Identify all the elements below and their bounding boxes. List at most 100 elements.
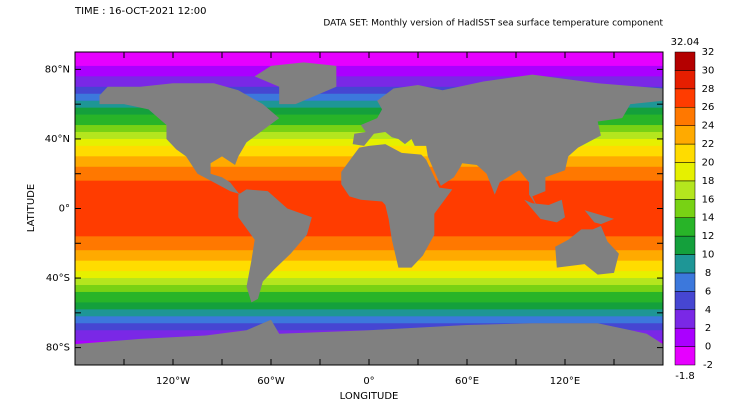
sst-band <box>75 257 663 262</box>
y-tick-label: 40°S <box>46 273 70 284</box>
colorbar-label: 28 <box>702 84 715 95</box>
sst-band <box>75 114 663 119</box>
colorbar-swatch <box>674 162 696 182</box>
colorbar-label: 18 <box>702 176 715 187</box>
sst-band <box>75 76 663 81</box>
sst-band <box>75 83 663 88</box>
colorbar-swatch <box>674 88 696 108</box>
sst-band <box>75 65 663 70</box>
sst-band <box>75 86 663 91</box>
sst-band <box>75 107 663 112</box>
sst-band <box>75 319 663 324</box>
landmass <box>75 319 663 365</box>
x-axis-label: LONGITUDE <box>340 391 399 402</box>
x-tick-label: 120°E <box>550 376 580 387</box>
sst-band <box>75 205 663 209</box>
colorbar-label: 8 <box>705 268 711 279</box>
x-tick-label: 60°W <box>257 376 285 387</box>
y-tick-label: 80°N <box>45 64 70 75</box>
colorbar-swatch <box>674 217 696 237</box>
colorbar-swatch <box>674 309 696 329</box>
sst-band <box>75 90 663 95</box>
sst-band <box>75 246 663 251</box>
landmass <box>524 199 565 223</box>
sst-band <box>75 58 663 63</box>
colorbar-max: 32.04 <box>671 37 700 48</box>
time-label: TIME : 16-OCT-2021 12:00 <box>74 6 206 17</box>
sst-band <box>75 271 663 276</box>
y-tick-label: 80°S <box>46 343 70 354</box>
colorbar-label: 32 <box>702 47 715 58</box>
sst-band <box>75 229 663 234</box>
sst-band <box>75 97 663 102</box>
sst-band <box>75 208 663 213</box>
sst-band <box>75 278 663 283</box>
sst-band <box>75 305 663 310</box>
sst-band <box>75 288 663 293</box>
landmass <box>584 210 614 225</box>
sst-band <box>75 239 663 244</box>
colorbar-swatch <box>674 125 696 145</box>
landmass <box>254 62 337 105</box>
colorbar-swatch <box>674 346 696 366</box>
colorbar-swatch <box>674 235 696 255</box>
sst-band <box>75 316 663 321</box>
sst-band <box>75 298 663 303</box>
colorbar-swatch <box>674 254 696 274</box>
colorbar-label: 26 <box>702 102 715 113</box>
colorbar-label: 12 <box>702 231 715 242</box>
colorbar-swatch <box>674 106 696 126</box>
colorbar-swatch <box>674 291 696 311</box>
colorbar-swatch <box>674 70 696 90</box>
sst-band <box>75 323 663 328</box>
colorbar-swatch <box>674 272 696 292</box>
y-tick-label: 40°N <box>45 134 70 145</box>
landmass <box>238 189 312 303</box>
sst-band <box>75 250 663 255</box>
sst-band <box>75 302 663 307</box>
x-tick-label: 120°W <box>156 376 190 387</box>
sst-band <box>75 285 663 289</box>
landmass <box>555 225 619 275</box>
sst-band <box>75 225 663 230</box>
sst-band <box>75 267 663 272</box>
dataset-label: DATA SET: Monthly version of HadISST sea… <box>323 19 663 29</box>
sst-band <box>75 142 663 147</box>
sst-band <box>75 79 663 84</box>
colorbar-label: 2 <box>705 323 711 334</box>
colorbar-swatch <box>674 51 696 71</box>
landmass <box>352 74 663 207</box>
colorbar-swatch <box>674 143 696 163</box>
sst-band <box>75 260 663 265</box>
sst-band <box>75 69 663 74</box>
colorbar-label: 10 <box>702 250 715 261</box>
sst-band <box>75 243 663 248</box>
sst-band <box>75 104 663 109</box>
sst-band <box>75 274 663 279</box>
sst-band <box>75 326 663 331</box>
colorbar-swatch <box>674 327 696 347</box>
colorbar-label: 22 <box>702 139 715 150</box>
sst-band <box>75 100 663 105</box>
colorbar-label: 0 <box>705 342 711 353</box>
colorbar-swatch <box>674 180 696 200</box>
colorbar-label: 6 <box>705 286 711 297</box>
colorbar-label: 30 <box>702 65 715 76</box>
sst-band <box>75 291 663 296</box>
sst-band <box>75 201 663 206</box>
colorbar-label: 24 <box>702 121 715 132</box>
landmass <box>99 83 280 195</box>
sst-band <box>75 232 663 237</box>
sst-band <box>75 72 663 77</box>
sst-band <box>75 264 663 269</box>
sst-band <box>75 211 663 216</box>
colorbar-label: 14 <box>702 213 715 224</box>
sst-band <box>75 118 663 123</box>
y-axis-label: LATITUDE <box>26 184 37 232</box>
sst-band <box>75 295 663 300</box>
sst-band <box>75 111 663 116</box>
colorbar-label: 4 <box>705 305 711 316</box>
sst-band <box>75 138 663 143</box>
sst-band <box>75 312 663 317</box>
colorbar-min: -1.8 <box>675 371 695 382</box>
